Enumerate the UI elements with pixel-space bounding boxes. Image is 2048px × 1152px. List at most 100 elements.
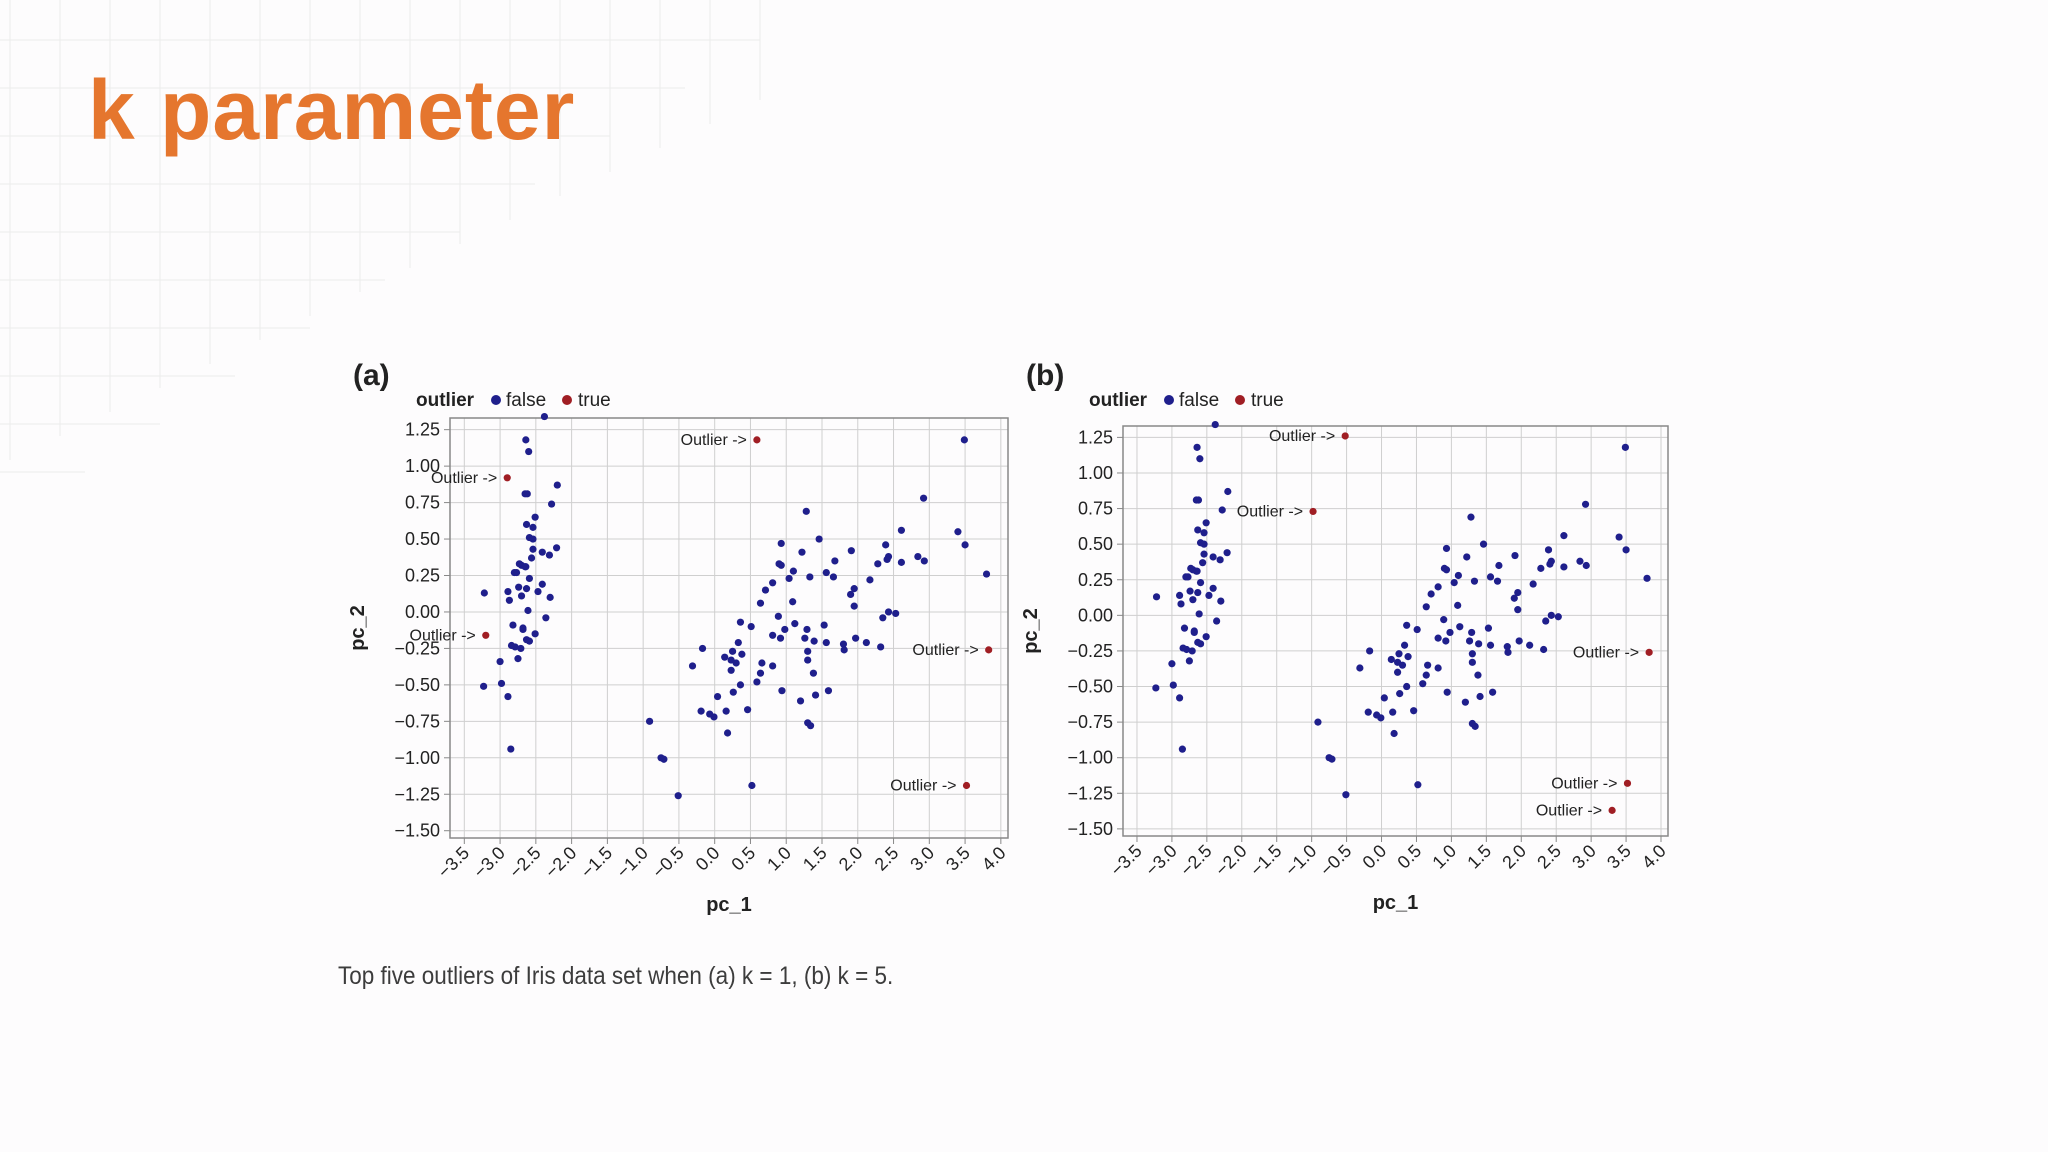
data-point-inlier <box>1218 506 1226 514</box>
data-point-inlier <box>879 614 887 622</box>
data-point-inlier <box>517 592 526 600</box>
data-point-inlier <box>1400 641 1409 649</box>
data-point-inlier <box>847 547 855 555</box>
data-point-inlier <box>769 579 777 587</box>
data-point-outlier <box>985 646 993 654</box>
data-point-inlier <box>736 618 745 626</box>
data-point-inlier <box>722 707 730 715</box>
data-point-inlier <box>919 494 928 502</box>
legend-label-false: false <box>506 390 546 411</box>
data-point-inlier <box>512 568 521 577</box>
data-point-inlier <box>785 574 793 583</box>
data-point-outlier <box>482 631 490 639</box>
y-tick-label: 0.25 <box>1078 570 1113 590</box>
data-point-inlier <box>1511 551 1519 560</box>
data-point-inlier <box>1196 455 1204 463</box>
data-point-inlier <box>727 666 735 674</box>
data-point-inlier <box>1476 692 1484 701</box>
data-point-inlier <box>1178 745 1186 753</box>
outlier-annotation: Outlier -> <box>1573 644 1639 661</box>
data-point-inlier <box>753 678 761 686</box>
data-point-inlier <box>524 606 532 615</box>
data-point-inlier <box>1442 637 1450 645</box>
data-point-inlier <box>1193 443 1201 451</box>
data-point-inlier <box>527 554 536 562</box>
data-point-inlier <box>756 599 765 607</box>
data-point-inlier <box>1199 559 1207 567</box>
data-point-inlier <box>1216 556 1224 564</box>
data-point-inlier <box>525 574 534 583</box>
data-point-inlier <box>1200 550 1208 558</box>
data-point-inlier <box>515 583 523 591</box>
data-point-inlier <box>1224 487 1232 496</box>
data-point-inlier <box>776 634 785 642</box>
data-point-inlier <box>809 669 818 677</box>
data-point-inlier <box>1442 544 1451 553</box>
y-axis-title: pc_2 <box>347 605 369 651</box>
data-point-inlier <box>1193 567 1201 575</box>
data-point-inlier <box>914 552 922 561</box>
x-tick-label: 0.5 <box>1393 841 1425 873</box>
data-point-inlier <box>1419 680 1427 688</box>
data-point-inlier <box>538 580 546 588</box>
outlier-annotation: Outlier -> <box>681 432 747 449</box>
data-point-inlier <box>507 641 516 650</box>
data-point-inlier <box>1467 513 1475 521</box>
legend-title: outlier <box>416 390 475 411</box>
data-point-inlier <box>884 608 893 616</box>
data-point-inlier <box>729 688 737 696</box>
outlier-annotation: Outlier -> <box>912 642 978 659</box>
data-point-inlier <box>509 621 517 629</box>
data-point-inlier <box>698 644 707 653</box>
data-point-inlier <box>1169 681 1177 689</box>
data-point-inlier <box>789 567 797 575</box>
x-tick-label: 3.0 <box>906 843 938 875</box>
data-point-inlier <box>1468 628 1476 637</box>
data-point-inlier <box>1413 625 1421 634</box>
data-point-inlier <box>1468 719 1476 728</box>
x-tick-label: 2.5 <box>871 843 903 875</box>
data-point-inlier <box>1514 606 1522 614</box>
panel-label: (b) <box>1026 359 1064 392</box>
data-point-inlier <box>1422 603 1430 611</box>
data-point-inlier <box>1422 671 1430 679</box>
data-point-inlier <box>1582 561 1590 570</box>
scatter-panel-b: (b)outlier false true−3.5−3.0−2.5−2.0−1.5−… <box>1020 359 1670 914</box>
data-point-inlier <box>1486 641 1495 649</box>
data-point-inlier <box>1373 711 1381 719</box>
data-point-inlier <box>514 655 522 663</box>
data-point-inlier <box>1389 708 1397 716</box>
y-tick-label: 0.00 <box>405 602 440 622</box>
data-point-outlier <box>962 781 971 790</box>
data-point-inlier <box>1356 664 1364 672</box>
data-point-inlier <box>1546 560 1554 568</box>
data-point-inlier <box>1475 640 1483 648</box>
data-point-inlier <box>1213 617 1221 625</box>
data-point-inlier <box>1209 584 1217 592</box>
data-point-inlier <box>507 745 515 753</box>
data-point-inlier <box>839 640 848 648</box>
data-point-inlier <box>769 662 777 670</box>
data-point-inlier <box>804 647 812 655</box>
data-point-inlier <box>798 548 806 556</box>
data-point-inlier <box>721 653 729 661</box>
data-point-inlier <box>815 535 823 543</box>
data-point-inlier <box>697 707 705 715</box>
data-point-inlier <box>820 621 828 629</box>
data-point-inlier <box>522 563 530 571</box>
data-point-inlier <box>1424 661 1432 669</box>
data-point-inlier <box>1211 420 1219 429</box>
data-point-inlier <box>824 687 833 695</box>
data-point-inlier <box>1581 500 1590 508</box>
data-point-inlier <box>1440 616 1448 624</box>
data-point-inlier <box>553 481 561 489</box>
data-point-inlier <box>496 657 504 666</box>
y-tick-label: −1.25 <box>394 784 440 804</box>
data-point-inlier <box>1175 591 1184 600</box>
data-point-inlier <box>480 589 488 597</box>
y-tick-label: 1.25 <box>405 420 440 440</box>
data-point-inlier <box>1184 573 1192 581</box>
data-point-inlier <box>791 620 799 628</box>
data-point-inlier <box>1177 600 1185 608</box>
data-point-inlier <box>920 557 928 565</box>
